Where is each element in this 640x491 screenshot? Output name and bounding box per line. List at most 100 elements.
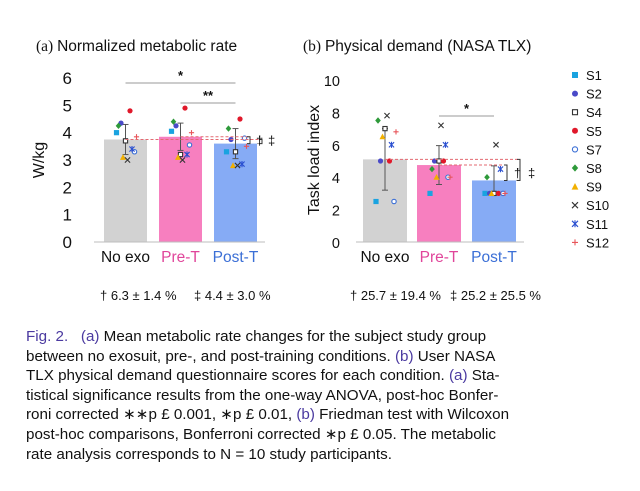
caption-text: Friedman test with Wilcoxon <box>314 406 510 424</box>
data-point-s8 <box>115 122 122 130</box>
data-point-s4 <box>177 151 184 158</box>
legend-label-s9: S9 <box>586 180 602 195</box>
panel-reference: (a) <box>448 367 468 385</box>
legend-marker-s5 <box>572 127 578 134</box>
data-point-s11 <box>497 166 504 173</box>
data-point-s8 <box>375 117 381 124</box>
data-point-s10 <box>124 157 131 163</box>
y-tick-label: 4 <box>63 124 72 143</box>
x-tick-label: No exo <box>101 249 150 266</box>
double-dagger-symbol: ‡ <box>528 166 535 181</box>
significance-marker: * <box>178 68 184 83</box>
data-point-s11 <box>388 141 395 148</box>
caption-text: roni corrected ∗∗p £ 0.001, ∗p £ 0.01, <box>26 406 297 424</box>
data-point-s10 <box>438 122 444 129</box>
y-tick-label: 8 <box>332 106 340 122</box>
data-point-s9 <box>230 162 236 169</box>
legend-marker-s12 <box>572 239 578 246</box>
caption-line: post-hoc comparisons, Bonferroni correct… <box>26 425 622 445</box>
legend-marker-s7 <box>571 146 579 153</box>
caption-text: between no exosuit, pre-, and post-train… <box>26 347 395 365</box>
y-tick-label: 5 <box>63 96 72 115</box>
legend-marker-s1 <box>572 72 578 78</box>
legend-marker-s4 <box>571 109 579 116</box>
y-tick-label: 10 <box>324 74 340 90</box>
y-tick-label: 6 <box>63 69 72 88</box>
data-point-s5 <box>127 108 133 114</box>
panel-title-text: Physical demand (NASA TLX) <box>325 38 531 55</box>
data-point-s7 <box>391 198 397 205</box>
data-point-s12 <box>447 174 453 180</box>
data-point-s11 <box>184 151 190 158</box>
caption-text <box>68 328 81 345</box>
figure-caption: Fig. 2. (a) Mean metabolic rate changes … <box>26 327 622 464</box>
y-axis-label: W/kg <box>31 142 48 178</box>
data-point-s8 <box>170 118 177 125</box>
footer-stat: † 25.7 ± 19.4 % <box>350 288 441 303</box>
caption-text: Mean metabolic rate changes for the subj… <box>99 328 487 345</box>
legend-label-s7: S7 <box>586 142 602 157</box>
data-point-s5 <box>182 105 188 111</box>
significance-marker: ** <box>203 88 214 103</box>
panel-label: (b) <box>303 38 325 55</box>
x-tick-label: No exo <box>360 249 409 266</box>
legend-label-s12: S12 <box>586 235 609 250</box>
legend-label-s4: S4 <box>586 105 602 120</box>
panel-title: (b) Physical demand (NASA TLX) <box>303 38 531 55</box>
y-tick-label: 0 <box>332 236 340 252</box>
data-point-s4 <box>122 138 129 144</box>
data-point-s12 <box>133 134 140 140</box>
data-point-s1 <box>113 130 120 136</box>
double-dagger-bracket <box>259 139 263 145</box>
panel-label: (a) <box>36 38 57 55</box>
legend-marker-s11 <box>571 220 579 228</box>
figure-label: Fig. 2. <box>26 328 69 345</box>
data-point-s2 <box>173 123 179 129</box>
data-point-s8 <box>429 165 435 173</box>
caption-line: Fig. 2. (a) Mean metabolic rate changes … <box>26 327 622 347</box>
data-point-s11 <box>129 145 135 153</box>
dagger-symbol: † <box>256 133 263 148</box>
x-tick-label: Pre-T <box>161 249 200 266</box>
caption-text: TLX physical demand questionnaire scores… <box>26 367 449 385</box>
figure: (a) Normalized metabolic rate W/kg 0 1 2 3 4 5 6… <box>31 38 609 303</box>
caption-line: TLX physical demand questionnaire scores… <box>26 366 622 386</box>
caption-text: rate analysis corresponds to N = 10 stud… <box>26 445 392 463</box>
caption-text: tistical significance results from the o… <box>26 386 499 404</box>
caption-line: rate analysis corresponds to N = 10 stud… <box>26 445 622 465</box>
bar-post-t <box>214 143 257 242</box>
y-tick-label: 2 <box>332 204 340 220</box>
y-tick-label: 4 <box>332 171 340 187</box>
data-point-s2 <box>377 158 384 164</box>
double-dagger-symbol: ‡ <box>268 133 275 148</box>
data-point-s12 <box>502 190 508 196</box>
data-point-s10 <box>493 141 499 148</box>
legend-label-s11: S11 <box>586 217 608 232</box>
y-tick-label: 2 <box>63 178 72 197</box>
data-point-s9 <box>120 154 126 160</box>
data-point-s1 <box>373 198 379 205</box>
caption-text: Sta- <box>467 367 500 385</box>
data-point-s11 <box>239 161 245 168</box>
dagger-symbol: † <box>514 166 521 181</box>
data-point-s7 <box>186 142 193 148</box>
legend-label-s8: S8 <box>586 161 602 176</box>
y-tick-label: 6 <box>332 139 340 155</box>
double-dagger-bracket <box>517 158 521 181</box>
data-point-s4 <box>382 125 388 132</box>
x-tick-label: Pre-T <box>420 249 459 266</box>
caption-text: post-hoc comparisons, Bonferroni correct… <box>26 425 496 443</box>
dagger-bracket <box>504 164 508 181</box>
panel-b: (b) Physical demand (NASA TLX) Task load … <box>303 38 541 303</box>
data-point-s8 <box>225 125 232 132</box>
legend-marker-s8 <box>571 164 579 172</box>
panel-reference: (b) <box>296 406 315 424</box>
footer-stat: ‡ 25.2 ± 25.5 % <box>450 288 541 303</box>
data-point-s1 <box>482 190 488 196</box>
data-point-s9 <box>175 154 181 160</box>
panel-title: (a) Normalized metabolic rate <box>36 38 237 55</box>
data-point-s9 <box>379 133 386 140</box>
legend-marker-s10 <box>571 201 579 209</box>
footer-stat: ‡ 4.4 ± 3.0 % <box>194 288 271 303</box>
legend-label-s2: S2 <box>586 87 602 102</box>
